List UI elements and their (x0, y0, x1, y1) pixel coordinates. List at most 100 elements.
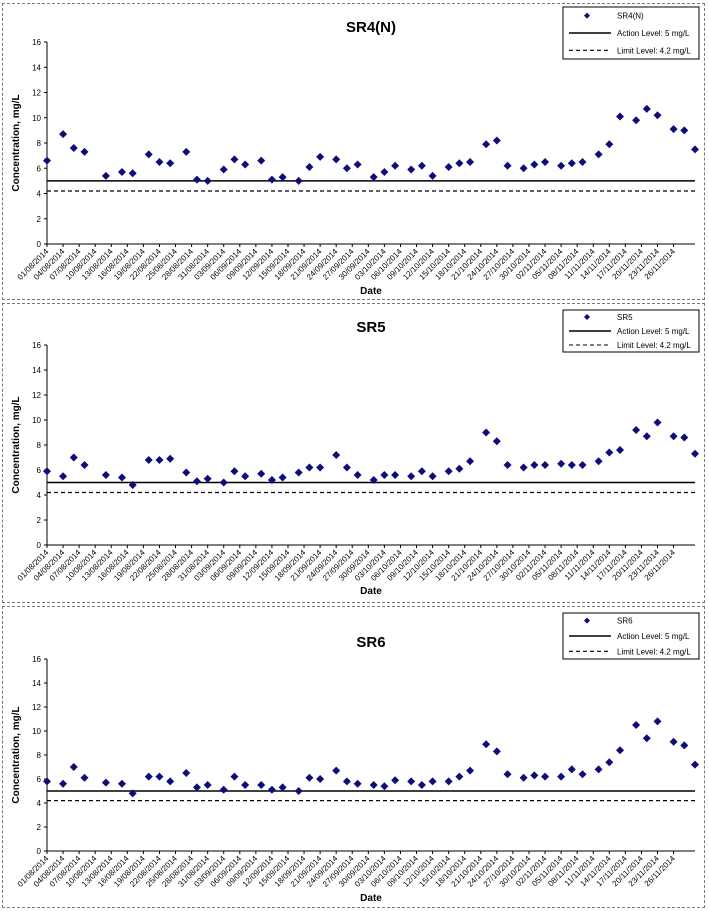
data-point (492, 136, 501, 145)
data-point (257, 781, 266, 789)
data-point (519, 773, 528, 782)
data-point (342, 463, 351, 472)
y-tick-label: 0 (37, 240, 42, 249)
data-point (305, 463, 314, 472)
data-point (669, 737, 678, 746)
data-point (332, 451, 341, 459)
data-point (455, 464, 464, 473)
data-point (166, 454, 175, 463)
legend-entry: SR4(N) (617, 12, 644, 21)
data-point (155, 772, 164, 781)
data-point (101, 778, 110, 787)
data-point (128, 169, 137, 178)
data-point (101, 171, 110, 180)
chart-svg-1: SR5024681012141601/08/201404/08/201407/0… (11, 309, 700, 597)
data-point (616, 746, 625, 755)
legend-entry: Limit Level: 4.2 mg/L (617, 647, 691, 656)
data-point (316, 463, 325, 472)
data-point (503, 770, 512, 779)
chart-panel-sr4n: SR4(N) 0 2 4 6 8 10 12 14 16 01/08/2014 04/08/2014 0… (2, 3, 705, 300)
data-point (144, 772, 153, 781)
y-tick-label: 2 (37, 823, 42, 832)
y-tick-label: 6 (37, 775, 42, 784)
data-point (492, 437, 501, 446)
data-point (605, 448, 614, 457)
data-point (632, 721, 641, 729)
data-point (219, 785, 228, 794)
data-point (417, 161, 426, 170)
x-axis-title: Date (360, 893, 382, 904)
data-point (492, 747, 501, 756)
data-point (192, 477, 201, 486)
data-point (192, 783, 201, 792)
data-point (455, 772, 464, 781)
data-point (691, 760, 699, 769)
data-point (653, 418, 662, 427)
data-point (557, 772, 566, 781)
data-point (541, 772, 550, 781)
data-point (182, 468, 191, 477)
data-point (680, 741, 689, 750)
data-point (466, 457, 475, 466)
y-tick-label: 4 (37, 190, 42, 199)
data-point (567, 461, 576, 469)
y-tick-label: 8 (37, 441, 42, 450)
data-point (616, 446, 625, 454)
y-tick-label: 12 (32, 89, 41, 98)
data-point (691, 145, 699, 154)
data-point (541, 157, 550, 166)
y-axis-title: Concentration, mg/L (11, 396, 22, 493)
legend-marker-series (584, 617, 590, 624)
data-point (391, 161, 400, 170)
data-point (332, 766, 341, 775)
data-point (257, 469, 266, 478)
chart-title: SR5 (356, 319, 385, 336)
y-tick-label: 16 (32, 655, 41, 664)
data-point (241, 160, 250, 169)
y-tick-label: 0 (37, 847, 42, 856)
legend-entry: SR5 (617, 313, 633, 322)
data-point (642, 734, 651, 743)
data-point (444, 162, 453, 171)
data-point (294, 176, 303, 185)
data-point (241, 472, 250, 481)
data-point (503, 461, 512, 469)
y-tick-label: 14 (32, 63, 41, 72)
data-point (128, 481, 137, 489)
data-point (267, 785, 276, 794)
y-tick-label: 8 (37, 751, 42, 760)
data-point (380, 471, 389, 479)
data-point (155, 456, 164, 464)
chart-panel-sr5: SR5 0 2 4 6 8 10 12 14 16 01/08/2014 04/08/2014 07/0… (2, 303, 705, 603)
data-point (69, 144, 78, 153)
data-point (680, 433, 689, 442)
data-point (680, 126, 689, 135)
legend-marker-series (584, 12, 590, 19)
data-point (557, 161, 566, 170)
data-point (155, 157, 164, 166)
data-point (428, 472, 437, 481)
chart-svg-0: SR4(N)024681012141601/08/201404/08/20140… (11, 6, 700, 297)
data-point (278, 173, 287, 182)
data-point (503, 161, 512, 170)
legend-entry: SR6 (617, 617, 633, 626)
data-point (332, 155, 341, 164)
data-point (294, 468, 303, 477)
data-point (530, 461, 539, 469)
y-tick-label: 14 (32, 679, 41, 688)
data-point (605, 140, 614, 149)
data-point (482, 740, 491, 749)
y-tick-label: 4 (37, 799, 42, 808)
data-point (59, 779, 68, 788)
data-point (219, 478, 228, 487)
y-tick-label: 8 (37, 139, 42, 148)
data-point (380, 782, 389, 791)
y-tick-label: 10 (32, 416, 41, 425)
data-point (267, 476, 276, 484)
data-point (353, 779, 362, 788)
data-point (230, 467, 239, 476)
data-point (203, 781, 212, 789)
data-point (230, 155, 239, 164)
data-point (342, 164, 351, 173)
y-tick-label: 4 (37, 491, 42, 500)
